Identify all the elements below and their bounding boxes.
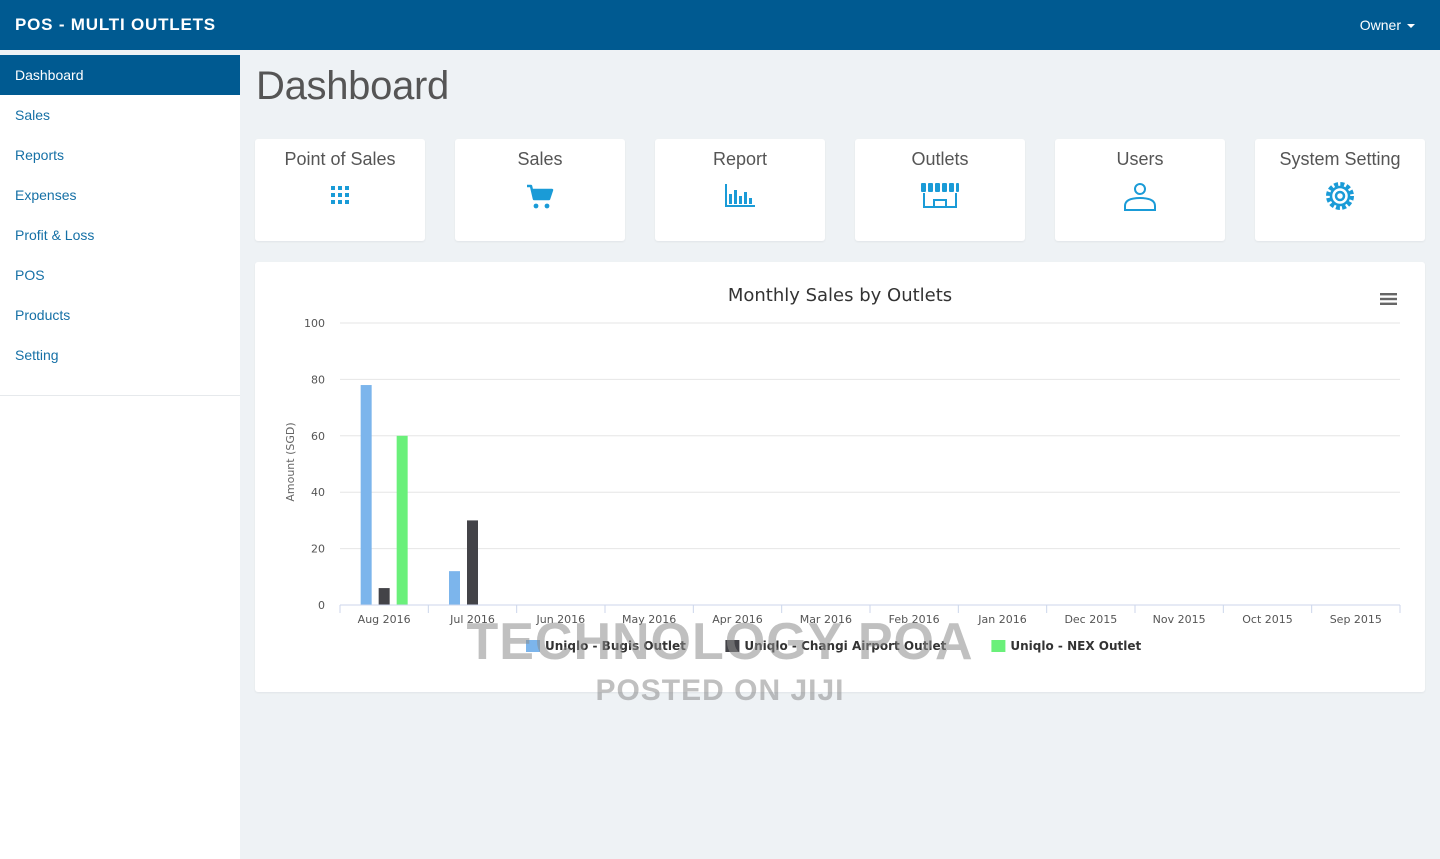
tile-label: Report — [712, 149, 768, 169]
chart-title: Monthly Sales by Outlets — [728, 285, 952, 306]
chart-legend: Uniqlo - Bugis Outlet Uniqlo - Changi Air… — [526, 639, 1141, 653]
legend-label: Uniqlo - NEX Outlet — [1010, 639, 1141, 653]
y-tick-label: 0 — [318, 599, 325, 612]
sidebar-item-expenses[interactable]: Expenses — [15, 187, 77, 203]
x-tick-label: Nov 2015 — [1153, 613, 1206, 626]
cart-icon — [527, 184, 554, 209]
y-tick-label: 80 — [311, 373, 325, 386]
hamburger-menu-icon[interactable] — [1380, 293, 1397, 305]
x-tick-label: Aug 2016 — [358, 613, 411, 626]
monthly-sales-chart: Monthly Sales by Outlets Amount (SGD) 0 2… — [284, 285, 1401, 653]
x-tick-label: May 2016 — [622, 613, 676, 626]
tile-label: Outlets — [911, 149, 969, 169]
y-tick-label: 20 — [311, 543, 325, 556]
tile-label: Point of Sales — [284, 149, 396, 169]
sidebar-spacer — [0, 375, 240, 395]
y-tick-label: 60 — [311, 430, 325, 443]
chart-bar — [449, 571, 460, 605]
tile-label: Sales — [517, 149, 563, 169]
x-tick-label: Oct 2015 — [1242, 613, 1293, 626]
x-tick-label: Mar 2016 — [800, 613, 852, 626]
sidebar-item-dashboard[interactable]: Dashboard — [0, 55, 240, 95]
legend-label: Uniqlo - Bugis Outlet — [545, 639, 686, 653]
sidebar-item-profit-loss[interactable]: Profit & Loss — [15, 227, 95, 243]
bar-chart-icon — [725, 184, 755, 207]
legend-label: Uniqlo - Changi Airport Outlet — [744, 639, 946, 653]
chart-bar — [396, 435, 408, 605]
user-menu-dropdown[interactable]: Owner — [1360, 17, 1415, 33]
chart-gridlines — [340, 322, 1400, 550]
gear-icon — [1326, 182, 1354, 210]
tile-report[interactable]: Report — [655, 139, 825, 241]
legend-swatch — [991, 640, 1006, 652]
tile-users[interactable]: Users — [1055, 139, 1225, 241]
x-tick-label: Jun 2016 — [535, 613, 585, 626]
legend-swatch — [526, 640, 540, 652]
monthly-sales-chart-card: Monthly Sales by Outlets Amount (SGD) 0 2… — [255, 262, 1425, 692]
legend-swatch — [725, 640, 740, 652]
x-tick-label: Dec 2015 — [1064, 613, 1117, 626]
top-navbar: POS - MULTI OUTLETS Owner — [0, 0, 1440, 50]
storefront-icon — [921, 183, 959, 208]
tile-label: System Setting — [1279, 149, 1401, 169]
tile-label: Users — [1116, 149, 1164, 169]
y-axis-label: Amount (SGD) — [284, 422, 297, 501]
y-tick-label: 100 — [304, 317, 325, 330]
tile-outlets[interactable]: Outlets — [855, 139, 1025, 241]
app-title[interactable]: POS - MULTI OUTLETS — [15, 15, 216, 34]
chart-axes: 0 20 40 60 80 100 Aug 2016 Jul 2016 Jun 2016 May … — [304, 317, 1401, 626]
x-tick-label: Feb 2016 — [889, 613, 940, 626]
caret-down-icon — [1407, 24, 1415, 29]
y-tick-label: 40 — [311, 486, 325, 499]
sidebar-item-setting[interactable]: Setting — [15, 347, 59, 363]
tile-point-of-sales[interactable]: Point of Sales — [255, 139, 425, 241]
sidebar: Dashboard Sales Reports Expenses Profit … — [0, 55, 240, 859]
page-title: Dashboard — [256, 64, 449, 108]
x-tick-label: Apr 2016 — [712, 613, 763, 626]
sidebar-item-pos[interactable]: POS — [15, 267, 45, 283]
chart-bar — [360, 385, 372, 605]
x-tick-label: Jul 2016 — [449, 613, 495, 626]
user-icon — [1124, 183, 1156, 211]
x-tick-label: Jan 2016 — [977, 613, 1026, 626]
user-menu-label: Owner — [1359, 17, 1401, 33]
x-tick-label: Sep 2015 — [1330, 613, 1382, 626]
grid-icon — [331, 186, 349, 204]
chart-bars — [360, 385, 478, 605]
sidebar-item-sales[interactable]: Sales — [15, 107, 51, 123]
chart-bar — [467, 520, 478, 605]
tile-system-setting[interactable]: System Setting — [1255, 139, 1425, 241]
tile-sales[interactable]: Sales — [455, 139, 625, 241]
chart-bar — [378, 588, 390, 605]
sidebar-item-products[interactable]: Products — [15, 307, 71, 323]
sidebar-item-reports[interactable]: Reports — [15, 147, 65, 163]
sidebar-menu: Dashboard Sales Reports Expenses Profit … — [0, 55, 240, 396]
